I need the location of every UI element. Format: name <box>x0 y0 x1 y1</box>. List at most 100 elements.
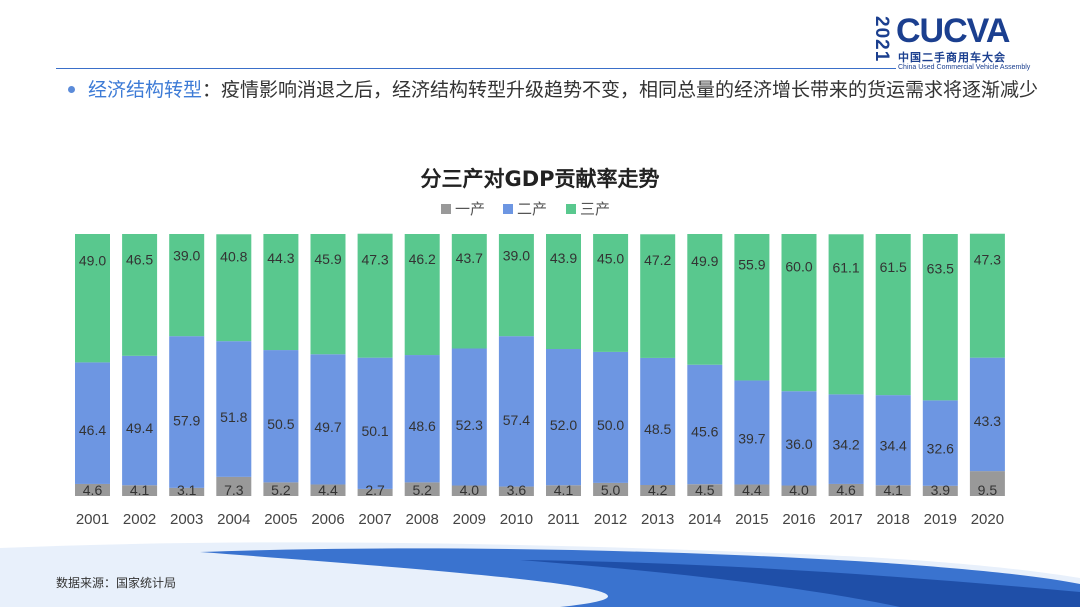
x-tick-2001: 2001 <box>76 511 109 528</box>
data-label-2007-1: 2.7 <box>365 482 385 498</box>
bar-2005-3 <box>263 234 299 351</box>
data-label-2015-3: 55.9 <box>738 256 765 272</box>
bar-2015-1 <box>734 484 770 496</box>
bar-2008-3 <box>404 234 440 356</box>
x-tick-2009: 2009 <box>453 511 486 528</box>
bullet-body: ：疫情影响消退之后，经济结构转型升级趋势不变，相同总量的经济增长带来的货运需求将… <box>202 79 1039 101</box>
data-label-2006-3: 45.9 <box>314 251 341 267</box>
bar-2013-1 <box>640 484 676 496</box>
bar-2013-2 <box>640 357 676 485</box>
bar-2003-1 <box>169 487 205 496</box>
bar-2008-2 <box>404 355 440 483</box>
bar-2003-2 <box>169 336 205 488</box>
data-label-2003-1: 3.1 <box>177 482 197 498</box>
bar-2018-3 <box>875 234 911 396</box>
chart-data-labels: 4.6 46.4 49.0 4.1 49.4 46.5 3.1 57.9 39.0 7.3 51.8… <box>79 247 1001 498</box>
data-label-2005-3: 44.3 <box>267 250 294 266</box>
bullet-dot-icon <box>68 86 75 93</box>
bar-2010-1 <box>498 486 534 496</box>
bar-2001-3 <box>75 234 110 363</box>
data-label-2001-2: 46.4 <box>79 422 106 438</box>
data-label-2010-2: 57.4 <box>503 412 530 428</box>
legend-swatch-2 <box>503 204 513 214</box>
bar-2017-3 <box>828 234 864 395</box>
x-tick-2018: 2018 <box>877 511 910 528</box>
logo-cn-name: 中国二手商用车大会 <box>898 51 1006 64</box>
data-label-2007-3: 47.3 <box>361 252 388 268</box>
bar-2011-1 <box>546 485 581 496</box>
x-tick-2013: 2013 <box>641 511 674 528</box>
bar-2014-3 <box>687 234 723 365</box>
gdp-contribution-chart: 分三产对GDP贡献率走势 一产 二产 三产 4.6 46.4 49.0 4.1 49.4 46… <box>75 167 1005 528</box>
data-label-2015-2: 39.7 <box>738 431 765 447</box>
data-label-2018-3: 61.5 <box>880 259 907 275</box>
bar-2005-2 <box>263 350 299 483</box>
bar-2006-2 <box>310 354 346 485</box>
x-tick-2020: 2020 <box>971 511 1004 528</box>
bar-2004-3 <box>216 234 252 342</box>
data-label-2006-2: 49.7 <box>314 419 341 435</box>
chart-bars <box>75 233 1005 496</box>
x-tick-2010: 2010 <box>500 511 533 528</box>
bar-2009-3 <box>451 234 487 349</box>
data-label-2018-1: 4.1 <box>883 482 903 498</box>
data-source: 数据来源：国家统计局 <box>56 576 177 590</box>
x-tick-2004: 2004 <box>217 511 250 528</box>
data-label-2004-1: 7.3 <box>224 482 244 498</box>
data-label-2002-3: 46.5 <box>126 251 153 267</box>
data-label-2014-1: 4.5 <box>695 482 715 498</box>
bar-2008-1 <box>404 482 440 496</box>
bar-2001-2 <box>75 362 110 484</box>
data-label-2015-1: 4.4 <box>742 482 762 498</box>
data-label-2012-3: 45.0 <box>597 251 624 267</box>
bar-2016-3 <box>781 234 817 392</box>
bar-2001-1 <box>75 483 110 496</box>
bar-2020-1 <box>969 471 1005 496</box>
bar-2003-3 <box>169 234 205 337</box>
bar-2007-2 <box>357 357 393 489</box>
legend-swatch-3 <box>566 204 576 214</box>
x-tick-2006: 2006 <box>311 511 344 528</box>
bar-2012-3 <box>593 234 629 352</box>
data-label-2020-2: 43.3 <box>974 413 1001 429</box>
bar-2004-2 <box>216 341 252 477</box>
data-label-2004-2: 51.8 <box>220 409 247 425</box>
bar-2014-1 <box>687 484 723 496</box>
data-label-2008-2: 48.6 <box>409 418 436 434</box>
chart-x-axis: 2001 2002 2003 2004 2005 2006 2007 2008 2009 2010… <box>76 511 1004 528</box>
data-label-2020-1: 9.5 <box>978 482 998 498</box>
bar-2009-1 <box>451 485 487 496</box>
bar-2016-2 <box>781 391 817 486</box>
bar-2002-1 <box>122 485 158 496</box>
data-label-2010-3: 39.0 <box>503 247 530 263</box>
bar-2017-1 <box>828 483 864 496</box>
data-label-2007-2: 50.1 <box>361 423 388 439</box>
data-label-2018-2: 34.4 <box>880 438 907 454</box>
bar-2011-3 <box>546 234 581 350</box>
bar-2006-3 <box>310 234 346 355</box>
data-label-2010-1: 3.6 <box>507 482 527 498</box>
bar-2007-1 <box>357 488 393 496</box>
data-label-2016-1: 4.0 <box>789 482 809 498</box>
bar-2018-2 <box>875 395 911 486</box>
data-label-2013-1: 4.2 <box>648 482 668 498</box>
decorative-wave <box>0 542 1080 607</box>
bar-2012-2 <box>593 351 629 483</box>
data-label-2002-1: 4.1 <box>130 482 150 498</box>
data-label-2011-2: 52.0 <box>550 417 577 433</box>
bar-2004-1 <box>216 476 252 496</box>
bar-2015-3 <box>734 234 770 381</box>
data-label-2011-1: 4.1 <box>554 482 574 498</box>
data-label-2001-3: 49.0 <box>79 253 106 269</box>
x-tick-2011: 2011 <box>547 511 579 528</box>
bullet-key-phrase: 经济结构转型 <box>88 79 203 101</box>
bar-2010-3 <box>498 234 534 337</box>
data-label-2013-2: 48.5 <box>644 421 671 437</box>
data-label-2009-1: 4.0 <box>460 482 480 498</box>
data-label-2009-2: 52.3 <box>456 417 483 433</box>
bar-2015-2 <box>734 380 770 485</box>
data-label-2009-3: 43.7 <box>456 250 483 266</box>
data-label-2005-1: 5.2 <box>271 482 291 498</box>
x-tick-2015: 2015 <box>735 511 768 528</box>
bar-2012-1 <box>593 482 629 496</box>
